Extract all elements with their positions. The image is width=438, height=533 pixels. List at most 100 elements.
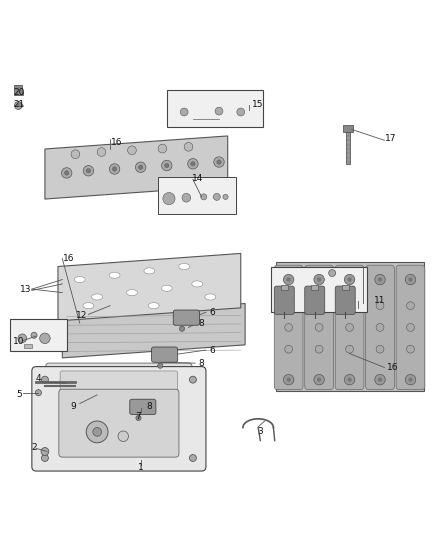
Circle shape — [180, 108, 188, 116]
Circle shape — [376, 302, 384, 310]
Circle shape — [285, 345, 293, 353]
Bar — [24, 344, 32, 349]
Circle shape — [35, 390, 42, 396]
Ellipse shape — [192, 281, 203, 287]
Text: 13: 13 — [20, 285, 31, 294]
Circle shape — [223, 194, 228, 199]
Circle shape — [189, 376, 196, 383]
Text: 21: 21 — [13, 100, 25, 109]
Bar — [271, 266, 367, 312]
Circle shape — [346, 324, 353, 332]
Circle shape — [184, 142, 193, 151]
Text: 16: 16 — [111, 138, 123, 147]
Circle shape — [317, 377, 321, 382]
Circle shape — [71, 150, 80, 158]
Bar — [281, 285, 288, 290]
Circle shape — [283, 274, 294, 285]
Circle shape — [286, 377, 291, 382]
Circle shape — [110, 164, 120, 174]
Ellipse shape — [127, 289, 138, 296]
Text: 2: 2 — [31, 442, 37, 451]
Circle shape — [40, 333, 50, 344]
FancyBboxPatch shape — [274, 265, 303, 390]
Circle shape — [189, 455, 196, 462]
Ellipse shape — [161, 285, 172, 292]
Circle shape — [328, 270, 336, 277]
Text: 8: 8 — [146, 402, 152, 411]
Circle shape — [314, 375, 324, 385]
FancyBboxPatch shape — [32, 367, 206, 471]
FancyBboxPatch shape — [396, 265, 425, 390]
Circle shape — [344, 274, 355, 285]
Circle shape — [317, 277, 321, 282]
Text: 8: 8 — [199, 359, 205, 368]
Circle shape — [162, 160, 172, 171]
FancyBboxPatch shape — [173, 310, 199, 325]
Ellipse shape — [83, 303, 94, 309]
Text: 3: 3 — [258, 427, 263, 437]
Circle shape — [118, 431, 128, 441]
FancyBboxPatch shape — [60, 371, 178, 399]
Bar — [10, 319, 67, 351]
Circle shape — [314, 274, 324, 285]
FancyBboxPatch shape — [335, 265, 364, 390]
Text: 16: 16 — [63, 254, 74, 263]
Circle shape — [347, 377, 352, 382]
Circle shape — [14, 102, 22, 109]
Circle shape — [347, 277, 352, 282]
Polygon shape — [45, 136, 228, 199]
Text: 5: 5 — [16, 390, 21, 399]
Circle shape — [136, 415, 141, 421]
Bar — [343, 125, 353, 132]
Ellipse shape — [92, 294, 102, 300]
FancyBboxPatch shape — [59, 389, 179, 457]
Circle shape — [286, 277, 291, 282]
Bar — [14, 85, 22, 94]
Circle shape — [135, 162, 146, 173]
Circle shape — [408, 377, 413, 382]
Circle shape — [217, 160, 221, 164]
Bar — [158, 177, 237, 214]
Circle shape — [285, 302, 293, 310]
Circle shape — [113, 167, 117, 171]
Circle shape — [86, 168, 91, 173]
Circle shape — [315, 302, 323, 310]
Polygon shape — [276, 262, 424, 391]
Ellipse shape — [144, 268, 155, 274]
Circle shape — [283, 375, 294, 385]
Circle shape — [31, 332, 37, 338]
Circle shape — [86, 421, 108, 443]
Ellipse shape — [179, 263, 190, 270]
Circle shape — [346, 345, 353, 353]
Circle shape — [42, 455, 48, 462]
Circle shape — [375, 375, 385, 385]
Ellipse shape — [109, 272, 120, 278]
Text: 16: 16 — [387, 363, 399, 372]
Circle shape — [201, 194, 207, 200]
Text: 11: 11 — [374, 295, 386, 304]
Text: 14: 14 — [191, 174, 203, 183]
Circle shape — [41, 448, 49, 455]
FancyBboxPatch shape — [305, 265, 333, 390]
FancyBboxPatch shape — [46, 363, 192, 409]
FancyBboxPatch shape — [335, 286, 355, 314]
FancyBboxPatch shape — [130, 399, 156, 415]
Text: 8: 8 — [199, 319, 205, 328]
Text: 7: 7 — [136, 412, 141, 421]
FancyBboxPatch shape — [366, 265, 394, 390]
Circle shape — [83, 166, 94, 176]
Polygon shape — [62, 303, 245, 358]
FancyBboxPatch shape — [152, 347, 178, 362]
Text: 9: 9 — [71, 402, 76, 411]
Text: 15: 15 — [252, 100, 264, 109]
Text: 6: 6 — [210, 308, 215, 317]
Circle shape — [18, 334, 27, 343]
Text: 4: 4 — [35, 374, 41, 383]
Circle shape — [42, 376, 48, 383]
Circle shape — [180, 326, 185, 332]
FancyBboxPatch shape — [274, 286, 294, 314]
Bar — [311, 285, 318, 290]
Circle shape — [215, 107, 223, 115]
Circle shape — [214, 157, 224, 167]
Circle shape — [406, 302, 414, 310]
